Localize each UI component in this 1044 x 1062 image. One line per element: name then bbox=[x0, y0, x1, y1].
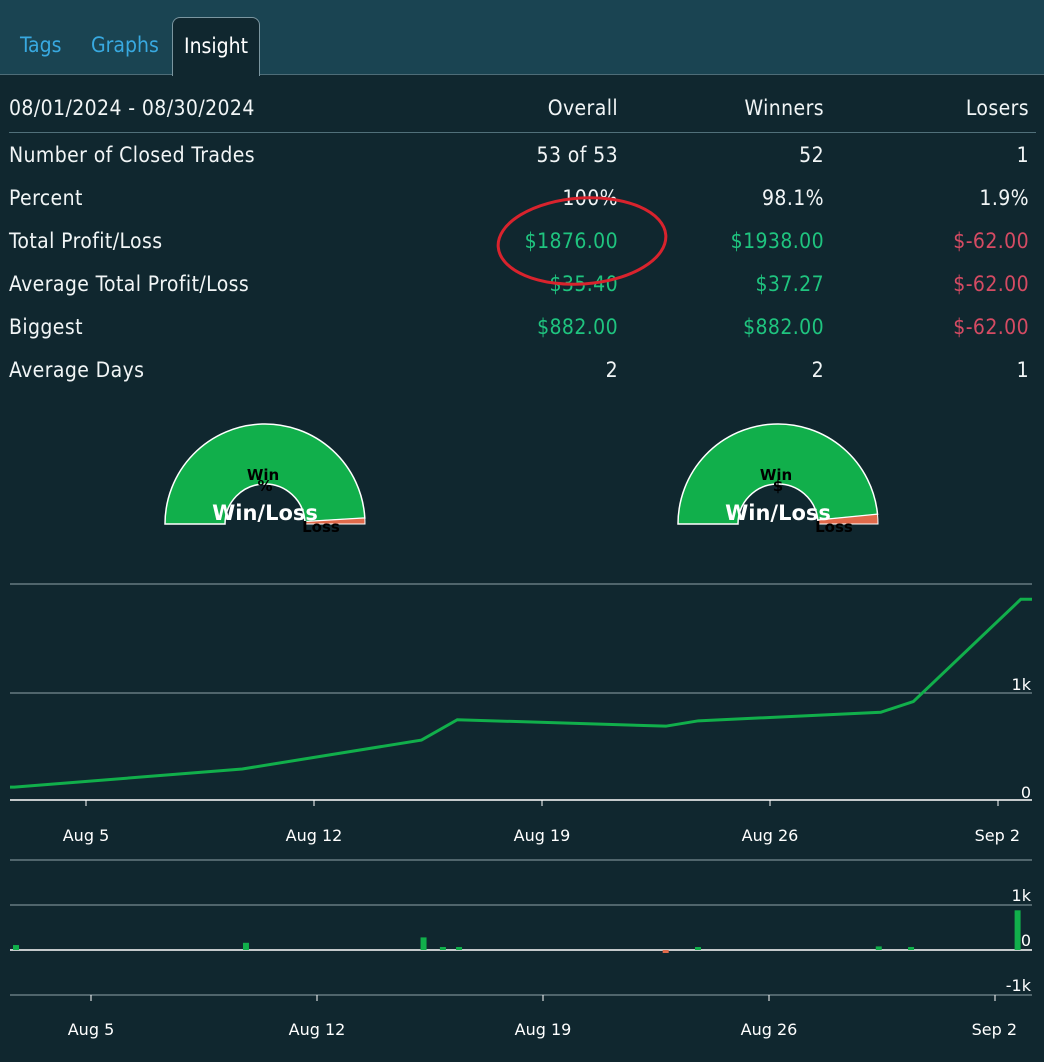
x-tick-label: Aug 12 bbox=[286, 826, 343, 845]
gauge-loss-label: Loss bbox=[302, 518, 340, 535]
chart-bar bbox=[1014, 910, 1021, 950]
chart-bar bbox=[908, 947, 915, 950]
daily-pnl-chart: 1k 0 -1k Aug 5 Aug 12 Aug 19 Aug 26 Sep 2 bbox=[10, 859, 1032, 1039]
y-tick-label: -1k bbox=[1006, 976, 1032, 995]
x-tick-label: Sep 2 bbox=[975, 826, 1020, 845]
x-tick-label: Aug 19 bbox=[515, 1020, 572, 1039]
annotation-ellipse bbox=[496, 196, 668, 286]
x-tick-label: Aug 5 bbox=[68, 1020, 115, 1039]
y-tick-label: 0 bbox=[1021, 783, 1031, 802]
y-tick-label: 0 bbox=[1021, 931, 1031, 950]
cell-winners: 98.1% bbox=[761, 186, 824, 210]
cell-winners: 2 bbox=[811, 358, 824, 382]
cell-overall: $882.00 bbox=[537, 315, 618, 339]
x-ticks: Aug 5 Aug 12 Aug 19 Aug 26 Sep 2 bbox=[63, 800, 1020, 845]
tab-tags[interactable]: Tags bbox=[20, 33, 62, 57]
gauge-unit: $ bbox=[773, 477, 783, 495]
cell-overall: 2 bbox=[605, 358, 618, 382]
cell-losers: 1.9% bbox=[979, 186, 1029, 210]
row-label: Average Total Profit/Loss bbox=[9, 272, 250, 296]
table-row: Average Total Profit/Loss $35.40 $37.27 … bbox=[9, 272, 1029, 312]
gauge-win-arc bbox=[677, 423, 879, 525]
x-tick-label: Aug 5 bbox=[63, 826, 110, 845]
gauge-loss-label: Loss bbox=[815, 518, 853, 535]
bars bbox=[13, 910, 1021, 953]
cell-overall: 53 of 53 bbox=[536, 143, 618, 167]
header-losers: Losers bbox=[965, 96, 1029, 120]
x-tick-label: Aug 19 bbox=[514, 826, 571, 845]
row-label: Total Profit/Loss bbox=[9, 229, 163, 253]
tab-insight[interactable]: Insight bbox=[172, 17, 261, 76]
chart-bar bbox=[13, 945, 19, 950]
cell-losers: 1 bbox=[1016, 143, 1029, 167]
cell-losers: 1 bbox=[1016, 358, 1029, 382]
cell-winners: $882.00 bbox=[743, 315, 824, 339]
win-loss-percent-gauge: Win % Win/Loss Loss bbox=[164, 423, 366, 535]
header-winners: Winners bbox=[744, 96, 824, 120]
table-row: Biggest $882.00 $882.00 $-62.00 bbox=[9, 315, 1029, 355]
chart-bar bbox=[420, 937, 427, 950]
chart-bar bbox=[456, 947, 463, 950]
chart-bar bbox=[439, 947, 446, 950]
row-label: Biggest bbox=[9, 315, 83, 339]
y-tick-label: 1k bbox=[1012, 675, 1032, 694]
date-range: 08/01/2024 - 08/30/2024 bbox=[9, 96, 255, 120]
cell-winners: $37.27 bbox=[755, 272, 824, 296]
gauge-title: Win/Loss bbox=[212, 501, 318, 525]
y-tick-label: 1k bbox=[1012, 886, 1032, 905]
x-tick-label: Sep 2 bbox=[972, 1020, 1017, 1039]
x-ticks: Aug 5 Aug 12 Aug 19 Aug 26 Sep 2 bbox=[68, 995, 1017, 1039]
table-row: Total Profit/Loss $1876.00 $1938.00 $-62… bbox=[9, 229, 1029, 269]
gauge-loss-arc bbox=[304, 517, 366, 525]
gauge-win-label: Win bbox=[247, 466, 279, 484]
chart-bar bbox=[875, 946, 882, 950]
chart-bar bbox=[694, 947, 701, 950]
row-label: Number of Closed Trades bbox=[9, 143, 256, 167]
gauge-loss-arc bbox=[817, 513, 879, 525]
table-row: Number of Closed Trades 53 of 53 52 1 bbox=[9, 143, 1029, 183]
annotation-circle bbox=[496, 196, 668, 286]
cumulative-pnl-chart: 1k 0 Aug 5 Aug 12 Aug 19 Aug 26 Sep 2 bbox=[10, 583, 1032, 845]
row-label: Average Days bbox=[9, 358, 145, 382]
cell-losers: $-62.00 bbox=[953, 315, 1029, 339]
cell-overall: $1876.00 bbox=[524, 229, 618, 253]
tab-bar: Tags Graphs Insight bbox=[0, 0, 1044, 76]
cell-winners: $1938.00 bbox=[730, 229, 824, 253]
gauge-title: Win/Loss bbox=[725, 501, 831, 525]
row-label: Percent bbox=[9, 186, 83, 210]
x-tick-label: Aug 12 bbox=[289, 1020, 346, 1039]
table-header: 08/01/2024 - 08/30/2024 Overall Winners … bbox=[9, 96, 1029, 136]
cell-losers: $-62.00 bbox=[953, 272, 1029, 296]
header-overall: Overall bbox=[547, 96, 618, 120]
series-line bbox=[10, 597, 1032, 789]
gauge-win-label: Win bbox=[760, 466, 792, 484]
chart-bar bbox=[662, 950, 669, 953]
tab-graphs[interactable]: Graphs bbox=[91, 33, 159, 57]
header-divider bbox=[9, 132, 1036, 133]
gauge-win-arc bbox=[164, 423, 366, 525]
cell-winners: 52 bbox=[799, 143, 824, 167]
x-tick-label: Aug 26 bbox=[742, 826, 799, 845]
cell-losers: $-62.00 bbox=[953, 229, 1029, 253]
chart-bar bbox=[242, 942, 249, 950]
x-tick-label: Aug 26 bbox=[741, 1020, 798, 1039]
win-loss-dollar-gauge: Win $ Win/Loss Loss bbox=[677, 423, 879, 535]
gauge-unit: % bbox=[257, 477, 272, 495]
table-row: Average Days 2 2 1 bbox=[9, 358, 1029, 398]
